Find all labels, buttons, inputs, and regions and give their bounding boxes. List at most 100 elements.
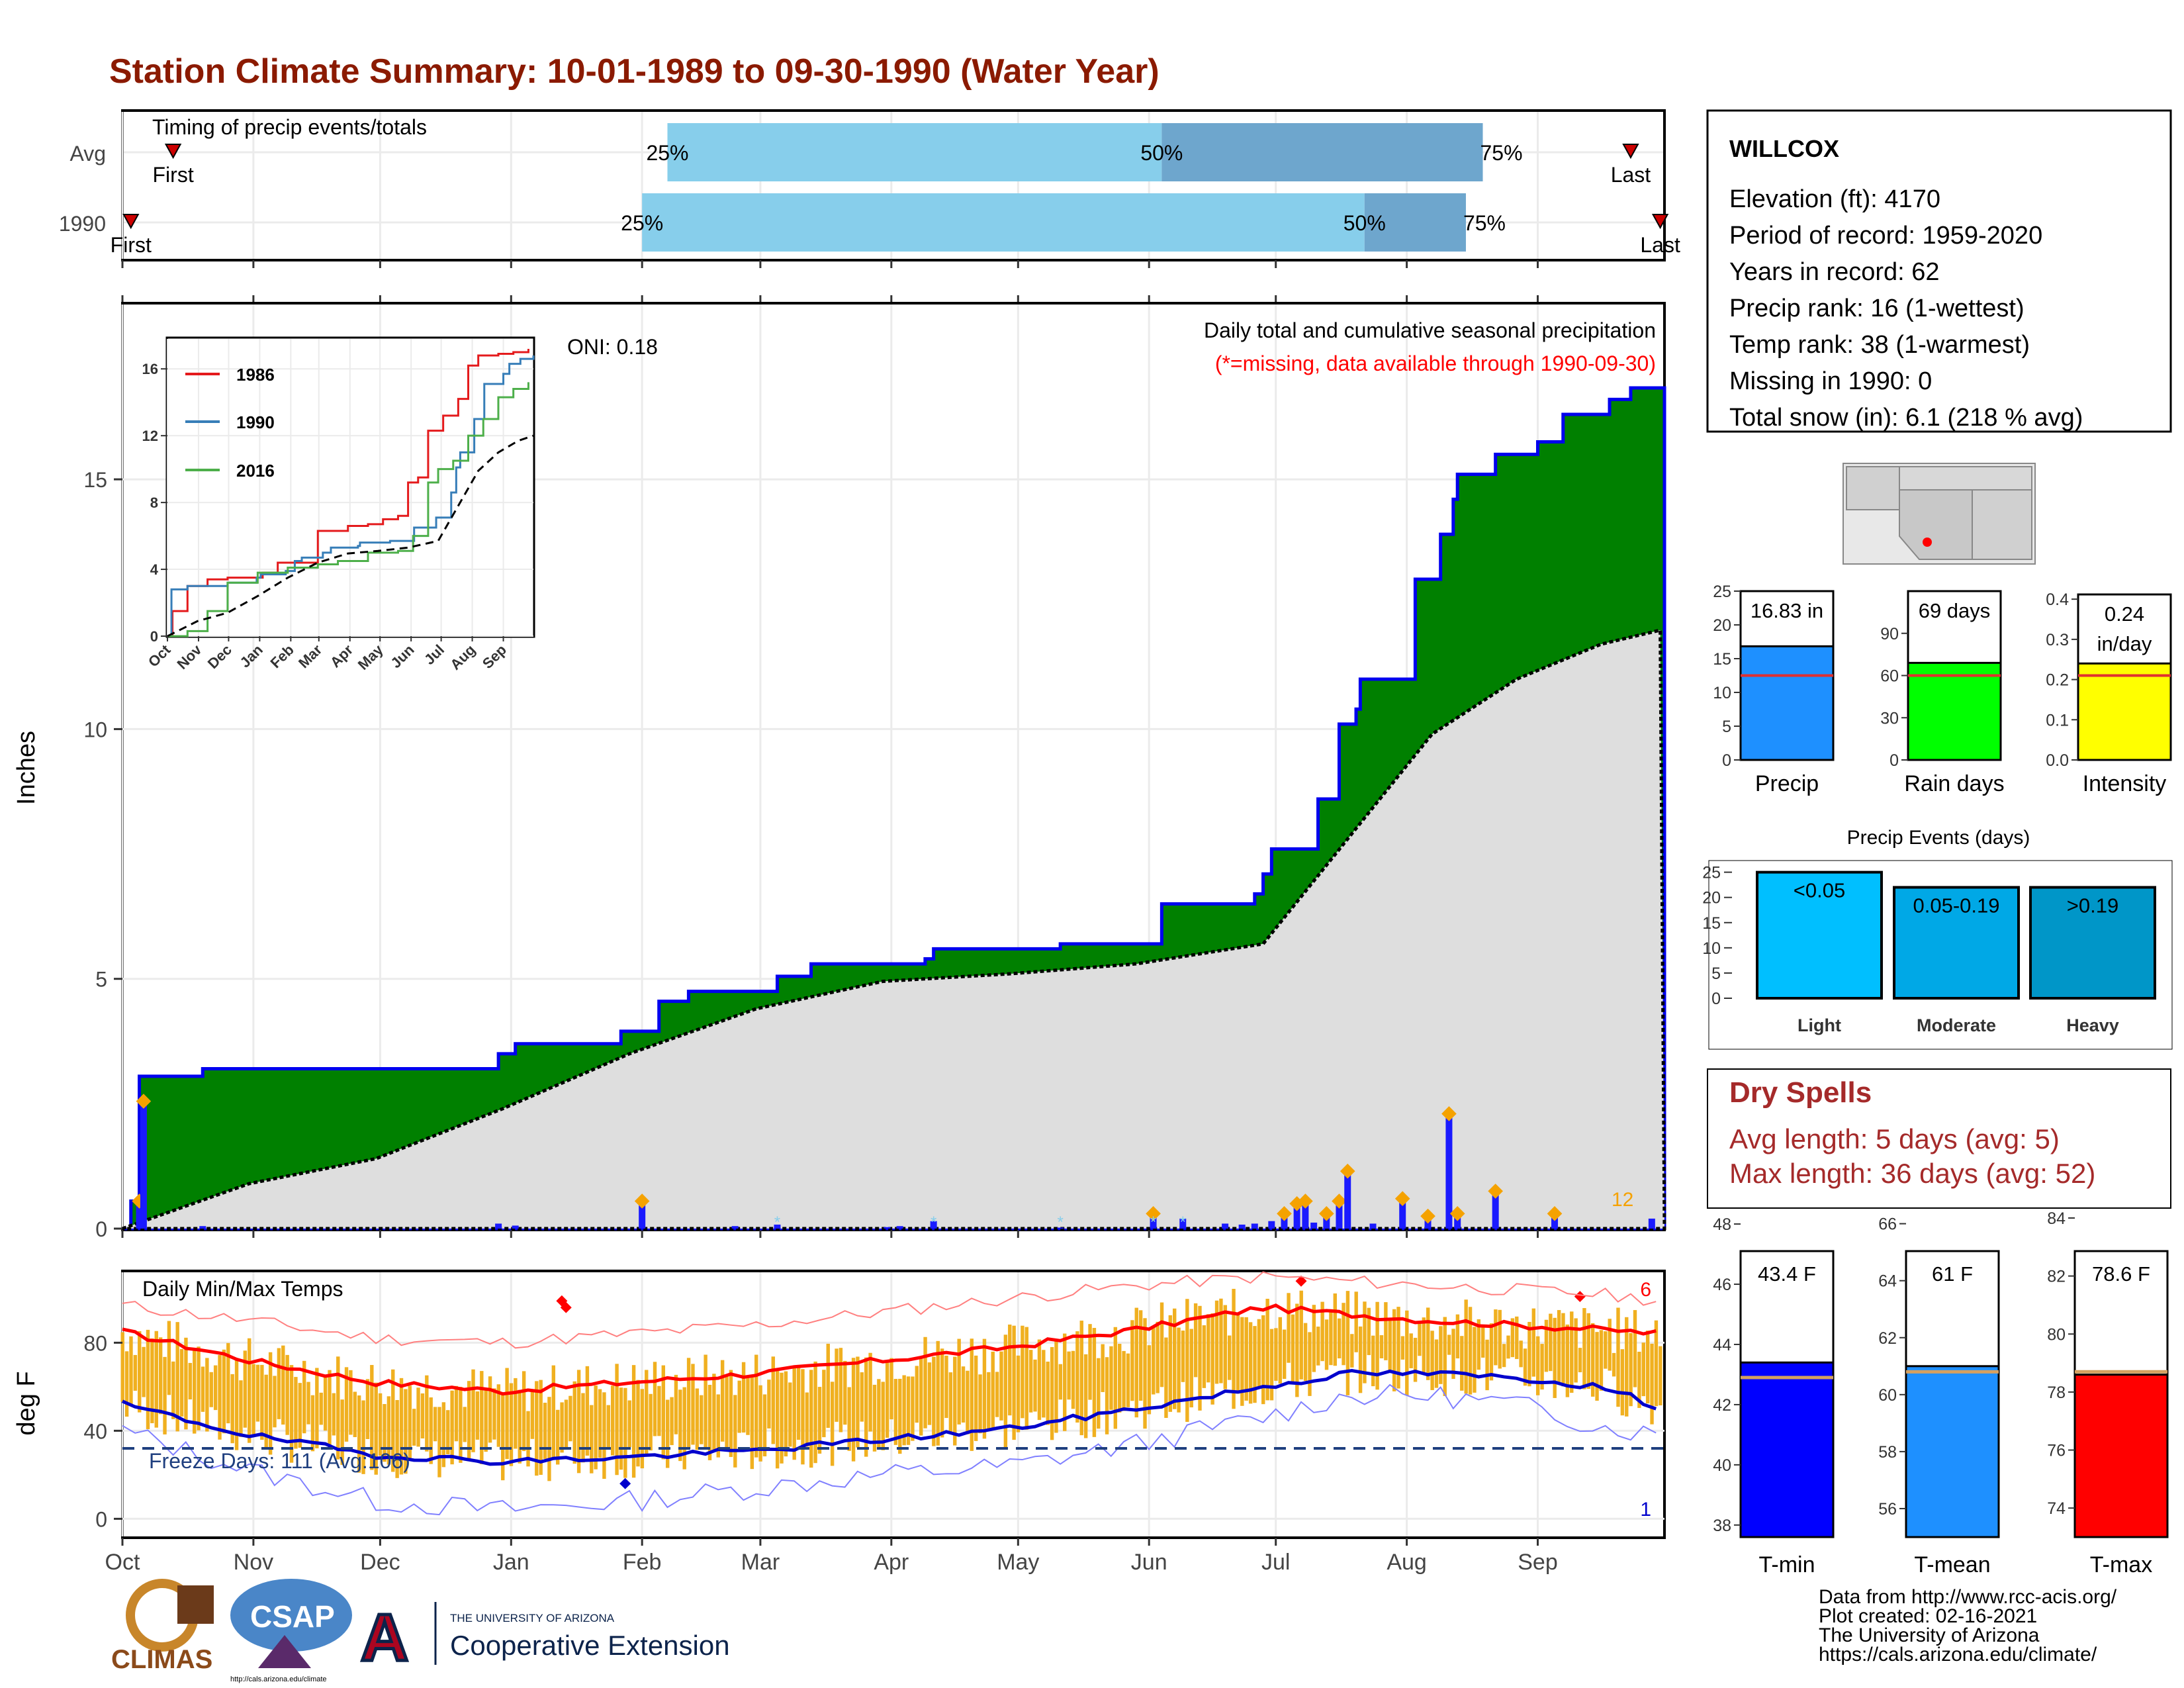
temp-daily-bar	[902, 1375, 906, 1446]
temp-daily-bar	[847, 1387, 851, 1451]
missing-marker: *	[931, 1213, 936, 1231]
temp-daily-bar	[1003, 1335, 1008, 1448]
temp-daily-bar	[1392, 1309, 1396, 1391]
temp-daily-bar	[1202, 1325, 1206, 1388]
temp-daily-bar	[412, 1409, 416, 1446]
temp-daily-bar	[1088, 1324, 1092, 1400]
temp-xtick-label-Aug: Aug	[1387, 1550, 1427, 1575]
temp-daily-bar	[163, 1356, 167, 1434]
month-x-axis: Oct Nov Dec Jan Feb Mar Apr May Jun Jul Aug Sep	[105, 1538, 1558, 1575]
daily-precip-marker	[1449, 1206, 1465, 1221]
map-state-new-mexico	[1972, 489, 2032, 560]
temp-daily-bar	[1206, 1314, 1210, 1383]
temp-daily-bar	[1515, 1316, 1519, 1360]
temp-daily-bar	[344, 1367, 349, 1442]
daily-precip-bar	[884, 1227, 891, 1229]
temp-daily-bar	[1439, 1326, 1443, 1384]
temp-daily-bar	[1126, 1353, 1130, 1407]
temp-daily-bar	[1586, 1313, 1590, 1389]
temp-daily-bar	[1506, 1335, 1510, 1359]
temp-daily-bar	[919, 1358, 923, 1436]
temp-daily-bar	[716, 1394, 720, 1458]
temp-daily-bar	[1460, 1336, 1464, 1391]
temp-daily-bar	[1637, 1352, 1641, 1408]
mini-intensity-ytick-label-0.4: 0.4	[2046, 590, 2069, 609]
station-name: WILLCOX	[1729, 135, 1839, 162]
temp-daily-bar	[670, 1397, 674, 1446]
temp-daily-bar	[404, 1389, 408, 1474]
temp-daily-bar	[1608, 1319, 1612, 1371]
footer-line-1: Data from http://www.rcc-acis.org/	[1819, 1586, 2117, 1608]
temp-daily-bar	[551, 1365, 556, 1460]
temp-daily-bar	[230, 1374, 234, 1444]
temp-xtick-label-Sep: Sep	[1518, 1550, 1558, 1575]
temp-daily-bar	[1329, 1309, 1333, 1366]
temp-daily-bar	[569, 1395, 572, 1442]
events-bar-label-moderate: 0.05-0.19	[1913, 894, 2000, 917]
temp-daily-bar	[1105, 1357, 1109, 1434]
daily-precip-bar	[930, 1221, 937, 1229]
daily-precip-bars: * * * * *	[132, 1094, 1655, 1231]
daily-precip-bar	[1238, 1224, 1246, 1229]
temp-daily-bar	[839, 1348, 843, 1432]
temp-daily-bar	[712, 1374, 716, 1450]
temp-daily-bar	[268, 1352, 273, 1455]
temp-daily-bar	[1248, 1322, 1253, 1404]
temp-daily-bar	[1498, 1309, 1502, 1369]
temp-daily-bar	[328, 1370, 332, 1450]
temp-daily-bar	[459, 1387, 463, 1463]
mini-precip-ytick-label-0: 0	[1722, 751, 1731, 770]
map-state-nevada	[1846, 466, 1900, 510]
temp-daily-bar	[1021, 1325, 1024, 1419]
temp-daily-bar	[885, 1360, 889, 1438]
temp-daily-bar	[1565, 1324, 1570, 1397]
temp-daily-bar	[302, 1360, 306, 1434]
temp-daily-bar	[1033, 1359, 1037, 1412]
temp-daily-bar	[1299, 1290, 1303, 1380]
temp-daily-bar	[995, 1372, 999, 1417]
temp-daily-bar	[146, 1329, 150, 1429]
daily-precip-bar	[136, 1201, 143, 1229]
temp-daily-bar	[255, 1364, 260, 1422]
mini-rain-days-ytick-label-30: 30	[1880, 709, 1899, 727]
temp-daily-bar	[1278, 1317, 1282, 1384]
temp-daily-bar	[213, 1365, 218, 1411]
temp-daily-bar	[1367, 1307, 1371, 1356]
temp-daily-bar	[1134, 1307, 1138, 1418]
temp-daily-bar	[1308, 1332, 1312, 1396]
temp-daily-bar	[1418, 1323, 1422, 1356]
inset-gridlines	[167, 339, 533, 637]
map-state-utah-colorado	[1899, 466, 2032, 491]
temp-daily-bar	[1345, 1291, 1350, 1395]
temp-daily-bar	[1455, 1314, 1460, 1359]
temp-daily-bar	[1553, 1317, 1557, 1398]
temp-xtick-label-Oct: Oct	[105, 1550, 140, 1575]
temp-daily-bar	[365, 1379, 370, 1439]
temp-daily-bar	[1028, 1350, 1033, 1413]
temp-daily-bar	[805, 1392, 809, 1447]
csap-logo-url: http://cals.arizona.edu/climate	[230, 1675, 327, 1683]
temp-daily-bar	[239, 1380, 243, 1437]
temp-daily-bar	[251, 1364, 255, 1436]
inset-ytick-label-0: 0	[150, 628, 158, 645]
daily-precip-marker	[1420, 1208, 1435, 1224]
temp-daily-bar	[657, 1385, 661, 1436]
events-ytick-label-20: 20	[1702, 889, 1721, 908]
temp-daily-bar	[349, 1370, 353, 1435]
inset-ytick-label-16: 16	[142, 361, 158, 377]
temp-daily-bar	[1481, 1327, 1485, 1358]
daily-precip-bar	[1454, 1213, 1461, 1229]
daily-precip-bar	[1057, 1227, 1064, 1229]
temp-daily-bar	[636, 1380, 640, 1467]
timing-last-marker-Avg	[1622, 144, 1639, 160]
record-low-count: 1	[1640, 1499, 1651, 1521]
daily-precip-bar	[1302, 1201, 1309, 1229]
temp-daily-bar	[623, 1387, 627, 1478]
temp-daily-bar	[898, 1378, 902, 1454]
mini-precip-label: Precip	[1755, 771, 1819, 796]
precip-y-label: Inches	[13, 731, 40, 805]
temp-daily-bar	[581, 1393, 585, 1463]
mini-intensity-ytick-label-0.1: 0.1	[2046, 711, 2069, 729]
temp-daily-bar	[154, 1331, 158, 1428]
